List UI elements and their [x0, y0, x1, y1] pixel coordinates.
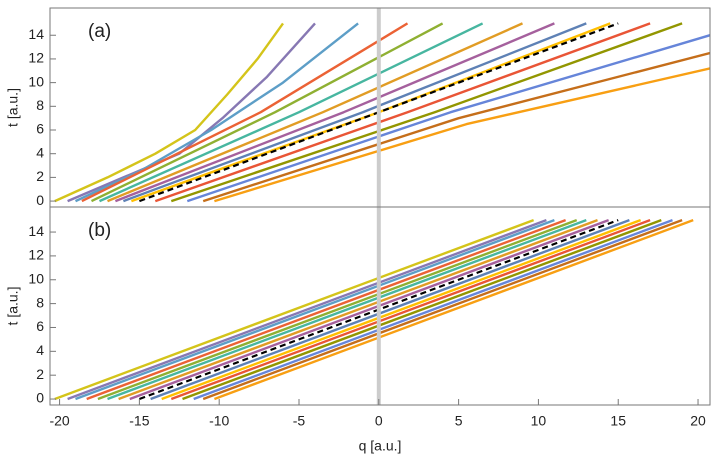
- trajectory: [81, 22, 409, 203]
- y-tick-label: 0: [36, 192, 44, 208]
- y-tick-label: 14: [28, 223, 44, 239]
- panel-label: (a): [88, 21, 111, 42]
- y-tick-label: 8: [36, 97, 44, 113]
- trajectory: [67, 218, 547, 401]
- trajectory: [86, 218, 567, 401]
- x-tick-label: -5: [293, 413, 306, 429]
- trajectory: [170, 218, 651, 401]
- trajectory: [54, 22, 284, 203]
- trajectory: [67, 22, 316, 203]
- x-tick-label: 5: [455, 413, 463, 429]
- trajectory: [90, 22, 444, 203]
- panel-label: (b): [88, 220, 111, 241]
- y-tick-label: 4: [36, 144, 44, 160]
- y-tick-label: 12: [28, 247, 44, 263]
- trajectory: [99, 22, 484, 203]
- trajectory: [54, 218, 535, 401]
- trajectory: [107, 22, 523, 203]
- x-tick-label: 15: [610, 413, 626, 429]
- trajectory: [122, 22, 587, 203]
- trajectory: [161, 218, 642, 401]
- y-tick-label: 14: [28, 26, 44, 42]
- frame: [49, 206, 711, 406]
- x-tick-label: 10: [531, 413, 547, 429]
- panel: [54, 207, 694, 405]
- x-tick-label: 20: [690, 413, 706, 429]
- y-tick-label: 10: [28, 270, 44, 286]
- trajectory: [107, 218, 587, 401]
- trajectory: [182, 218, 662, 401]
- x-tick-label: -10: [209, 413, 229, 429]
- trajectory: [118, 218, 598, 401]
- trajectory: [202, 51, 710, 203]
- trajectory: [154, 22, 651, 203]
- trajectory: [213, 218, 694, 401]
- y-tick-label: 6: [36, 318, 44, 334]
- y-tick-label: 2: [36, 366, 44, 382]
- y-tick-label: 10: [28, 73, 44, 89]
- y-axis-label: t [a.u.]: [5, 88, 21, 127]
- trajectory: [214, 67, 710, 203]
- y-tick-label: 8: [36, 294, 44, 310]
- y-tick-label: 12: [28, 50, 44, 66]
- panel: [54, 8, 710, 207]
- y-tick-label: 0: [36, 390, 44, 406]
- trajectory: [193, 218, 673, 401]
- trajectory: [114, 22, 555, 203]
- trajectory: [74, 22, 359, 203]
- x-tick-label: -15: [129, 413, 149, 429]
- trajectory: [150, 218, 630, 401]
- y-tick-label: 2: [36, 168, 44, 184]
- y-tick-label: 6: [36, 121, 44, 137]
- y-tick-label: 4: [36, 342, 44, 358]
- trajectory: [170, 22, 683, 203]
- trajectory: [202, 218, 683, 401]
- trajectory: [75, 218, 555, 401]
- x-axis-label: q [a.u.]: [359, 438, 402, 454]
- trajectory: [97, 218, 578, 401]
- x-tick-label: -20: [49, 413, 69, 429]
- trajectory: [130, 22, 611, 203]
- x-tick-label: 0: [375, 413, 383, 429]
- trajectory: [186, 34, 710, 203]
- trajectory: [129, 218, 610, 401]
- y-axis-label: t [a.u.]: [5, 287, 21, 326]
